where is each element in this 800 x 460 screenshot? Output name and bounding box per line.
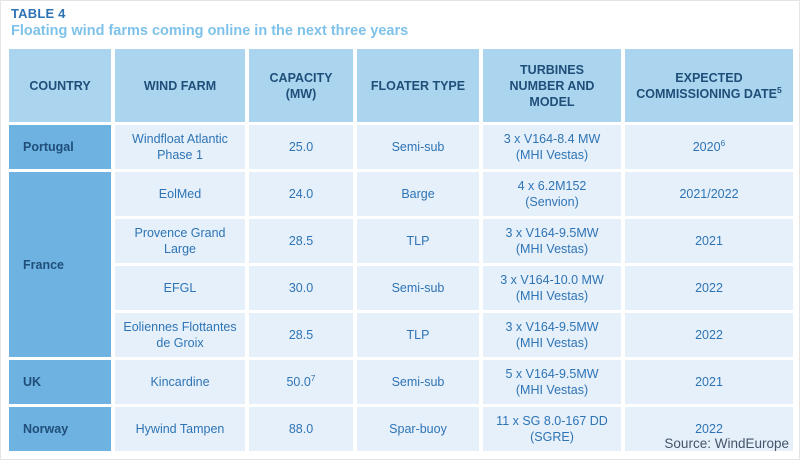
floater-type-cell: Semi-sub <box>357 266 479 310</box>
capacity-cell: 24.0 <box>249 172 353 216</box>
country-cell: France <box>9 172 111 357</box>
wind-farm-cell: Windfloat Atlantic Phase 1 <box>115 125 245 169</box>
turbine-maker: (SGRE) <box>530 430 574 444</box>
commissioning-date-cell: 2021 <box>625 219 793 263</box>
floater-type-cell: Barge <box>357 172 479 216</box>
wind-farm-cell: Hywind Tampen <box>115 407 245 451</box>
floater-type-cell: Spar-buoy <box>357 407 479 451</box>
capacity-cell: 25.0 <box>249 125 353 169</box>
wind-farm-cell: Provence Grand Large <box>115 219 245 263</box>
turbine-model: 3 x V164-9.5MW <box>505 226 599 240</box>
commissioning-date-cell: 2022 <box>625 407 793 451</box>
country-cell: Norway <box>9 407 111 451</box>
col-header-country: COUNTRY <box>9 49 111 122</box>
table-row-portugal: Portugal Windfloat Atlantic Phase 1 25.0… <box>9 125 793 169</box>
wind-farm-cell: EolMed <box>115 172 245 216</box>
turbine-maker: (Senvion) <box>525 195 579 209</box>
floater-type-cell: Semi-sub <box>357 125 479 169</box>
capacity-cell: 88.0 <box>249 407 353 451</box>
wind-farms-table: COUNTRY WIND FARM CAPACITY (MW) FLOATER … <box>5 46 797 454</box>
col-header-capacity: CAPACITY (MW) <box>249 49 353 122</box>
table-row-france-provence: Provence Grand Large 28.5 TLP 3 x V164-9… <box>9 219 793 263</box>
table-row-uk: UK Kincardine 50.07 Semi-sub 5 x V164-9.… <box>9 360 793 404</box>
country-cell: Portugal <box>9 125 111 169</box>
table-row-france-efgl: EFGL 30.0 Semi-sub 3 x V164-10.0 MW (MHI … <box>9 266 793 310</box>
source-attribution: Source: WindEurope <box>664 436 789 451</box>
country-cell: UK <box>9 360 111 404</box>
commissioning-date-cell: 2022 <box>625 266 793 310</box>
wind-farm-cell: EFGL <box>115 266 245 310</box>
table-row-norway: Norway Hywind Tampen 88.0 Spar-buoy 11 x… <box>9 407 793 451</box>
turbines-cell: 5 x V164-9.5MW (MHI Vestas) <box>483 360 621 404</box>
turbines-cell: 11 x SG 8.0-167 DD (SGRE) <box>483 407 621 451</box>
turbine-model: 11 x SG 8.0-167 DD <box>496 414 608 428</box>
table-caption: Floating wind farms coming online in the… <box>11 23 409 39</box>
turbines-cell: 4 x 6.2M152 (Senvion) <box>483 172 621 216</box>
col-header-commissioning-date: EXPECTED COMMISSIONING DATE5 <box>625 49 793 122</box>
table-row-france-eolmed: France EolMed 24.0 Barge 4 x 6.2M152 (Sen… <box>9 172 793 357</box>
turbines-cell: 3 x V164-8.4 MW (MHI Vestas) <box>483 125 621 169</box>
capacity-cell: 28.5 <box>249 313 353 357</box>
header-row: COUNTRY WIND FARM CAPACITY (MW) FLOATER … <box>9 49 793 122</box>
col-header-turbines: TURBINES NUMBER AND MODEL <box>483 49 621 122</box>
wind-farm-cell: Eoliennes Flottantes de Groix <box>115 313 245 357</box>
commissioning-date-cell: 2021 <box>625 360 793 404</box>
floater-type-cell: TLP <box>357 313 479 357</box>
turbine-maker: (MHI Vestas) <box>515 289 589 303</box>
col-header-floater-type: FLOATER TYPE <box>357 49 479 122</box>
table-row-france-groix: Eoliennes Flottantes de Groix 28.5 TLP 3… <box>9 313 793 357</box>
wind-farm-cell: Kincardine <box>115 360 245 404</box>
date-value: 2020 <box>692 140 721 154</box>
capacity-cell: 28.5 <box>249 219 353 263</box>
turbine-model: 4 x 6.2M152 <box>517 179 587 193</box>
turbine-maker: (MHI Vestas) <box>515 383 589 397</box>
turbines-cell: 3 x V164-9.5MW (MHI Vestas) <box>483 313 621 357</box>
turbine-maker: (MHI Vestas) <box>515 242 589 256</box>
turbines-cell: 3 x V164-10.0 MW (MHI Vestas) <box>483 266 621 310</box>
col-header-wind-farm: WIND FARM <box>115 49 245 122</box>
turbine-model: 3 x V164-8.4 MW <box>503 132 601 146</box>
capacity-cell: 30.0 <box>249 266 353 310</box>
turbines-cell: 3 x V164-9.5MW (MHI Vestas) <box>483 219 621 263</box>
footnote-ref-6: 6 <box>720 137 726 148</box>
floater-type-cell: Semi-sub <box>357 360 479 404</box>
capacity-cell: 50.07 <box>249 360 353 404</box>
floater-type-cell: TLP <box>357 219 479 263</box>
commissioning-date-cell: 20206 <box>625 125 793 169</box>
turbine-maker: (MHI Vestas) <box>515 336 589 350</box>
footnote-ref-5: 5 <box>777 84 782 95</box>
turbine-model: 3 x V164-9.5MW <box>505 320 599 334</box>
table-number: TABLE 4 <box>11 6 66 21</box>
turbine-maker: (MHI Vestas) <box>515 148 589 162</box>
turbine-model: 3 x V164-10.0 MW <box>500 273 604 287</box>
capacity-value: 50.0 <box>286 375 311 389</box>
commissioning-date-cell: 2021/2022 <box>625 172 793 216</box>
commissioning-date-cell: 2022 <box>625 313 793 357</box>
col-header-date-text: EXPECTED COMMISSIONING DATE <box>636 70 777 101</box>
footnote-ref-7: 7 <box>310 372 316 383</box>
capacity-value: 25.0 <box>288 140 314 154</box>
turbine-model: 5 x V164-9.5MW <box>505 367 599 381</box>
